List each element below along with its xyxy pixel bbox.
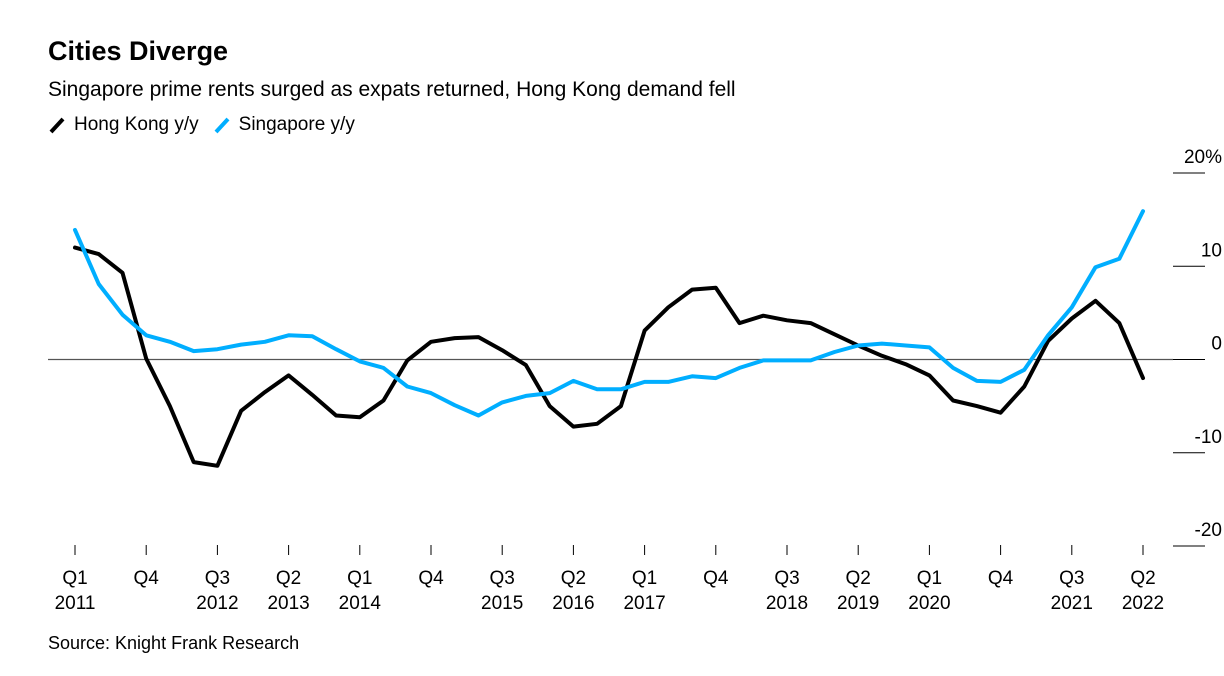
- x-tick-quarter: Q2: [561, 568, 586, 589]
- x-tick-year: 2019: [837, 593, 879, 614]
- x-tick-year: 2017: [623, 593, 665, 614]
- y-tick-label: 0: [1211, 334, 1222, 355]
- legend-label: Singapore y/y: [238, 114, 355, 135]
- x-tick-quarter: Q3: [774, 568, 799, 589]
- x-tick-quarter: Q2: [846, 568, 871, 589]
- x-tick-quarter: Q1: [632, 568, 657, 589]
- y-tick-label: -10: [1195, 427, 1222, 448]
- legend-item-hong-kong: Hong Kong y/y: [48, 114, 199, 136]
- x-tick-year: 2013: [267, 593, 309, 614]
- legend-swatch-singapore: [214, 117, 230, 134]
- x-tick-quarter: Q3: [205, 568, 230, 589]
- legend-swatch-hong-kong: [49, 117, 65, 134]
- y-tick-label: 10: [1201, 240, 1222, 261]
- x-tick-quarter: Q2: [1130, 568, 1155, 589]
- legend: Hong Kong y/y Singapore y/y: [48, 114, 355, 136]
- x-tick-year: 2021: [1051, 593, 1093, 614]
- x-tick-year: 2020: [908, 593, 950, 614]
- source-note: Source: Knight Frank Research: [48, 633, 300, 653]
- x-tick-quarter: Q3: [490, 568, 515, 589]
- x-tick-quarter: Q4: [418, 568, 444, 589]
- x-tick-quarter: Q3: [1059, 568, 1084, 589]
- x-tick-year: 2014: [339, 593, 382, 614]
- x-tick-quarter: Q2: [276, 568, 301, 589]
- x-tick-quarter: Q1: [62, 568, 87, 589]
- x-tick-year: 2018: [766, 593, 808, 614]
- x-tick-year: 2015: [481, 593, 523, 614]
- x-tick-quarter: Q4: [134, 568, 160, 589]
- chart-subtitle: Singapore prime rents surged as expats r…: [48, 78, 736, 101]
- x-tick-year: 2012: [196, 593, 238, 614]
- series-line-singapore: [73, 209, 1145, 418]
- legend-label: Hong Kong y/y: [74, 114, 199, 135]
- legend-item-singapore: Singapore y/y: [213, 114, 355, 136]
- x-tick-quarter: Q1: [917, 568, 942, 589]
- x-tick-year: 2011: [55, 593, 96, 614]
- x-tick-year: 2022: [1122, 593, 1164, 614]
- x-tick-quarter: Q4: [703, 568, 729, 589]
- x-tick-quarter: Q1: [347, 568, 372, 589]
- chart-title: Cities Diverge: [48, 36, 229, 66]
- x-tick-year: 2016: [552, 593, 594, 614]
- x-tick-quarter: Q4: [988, 568, 1014, 589]
- series-line-hong-kong: [73, 245, 1145, 468]
- y-tick-label: 20%: [1184, 147, 1222, 168]
- y-tick-label: -20: [1195, 520, 1222, 541]
